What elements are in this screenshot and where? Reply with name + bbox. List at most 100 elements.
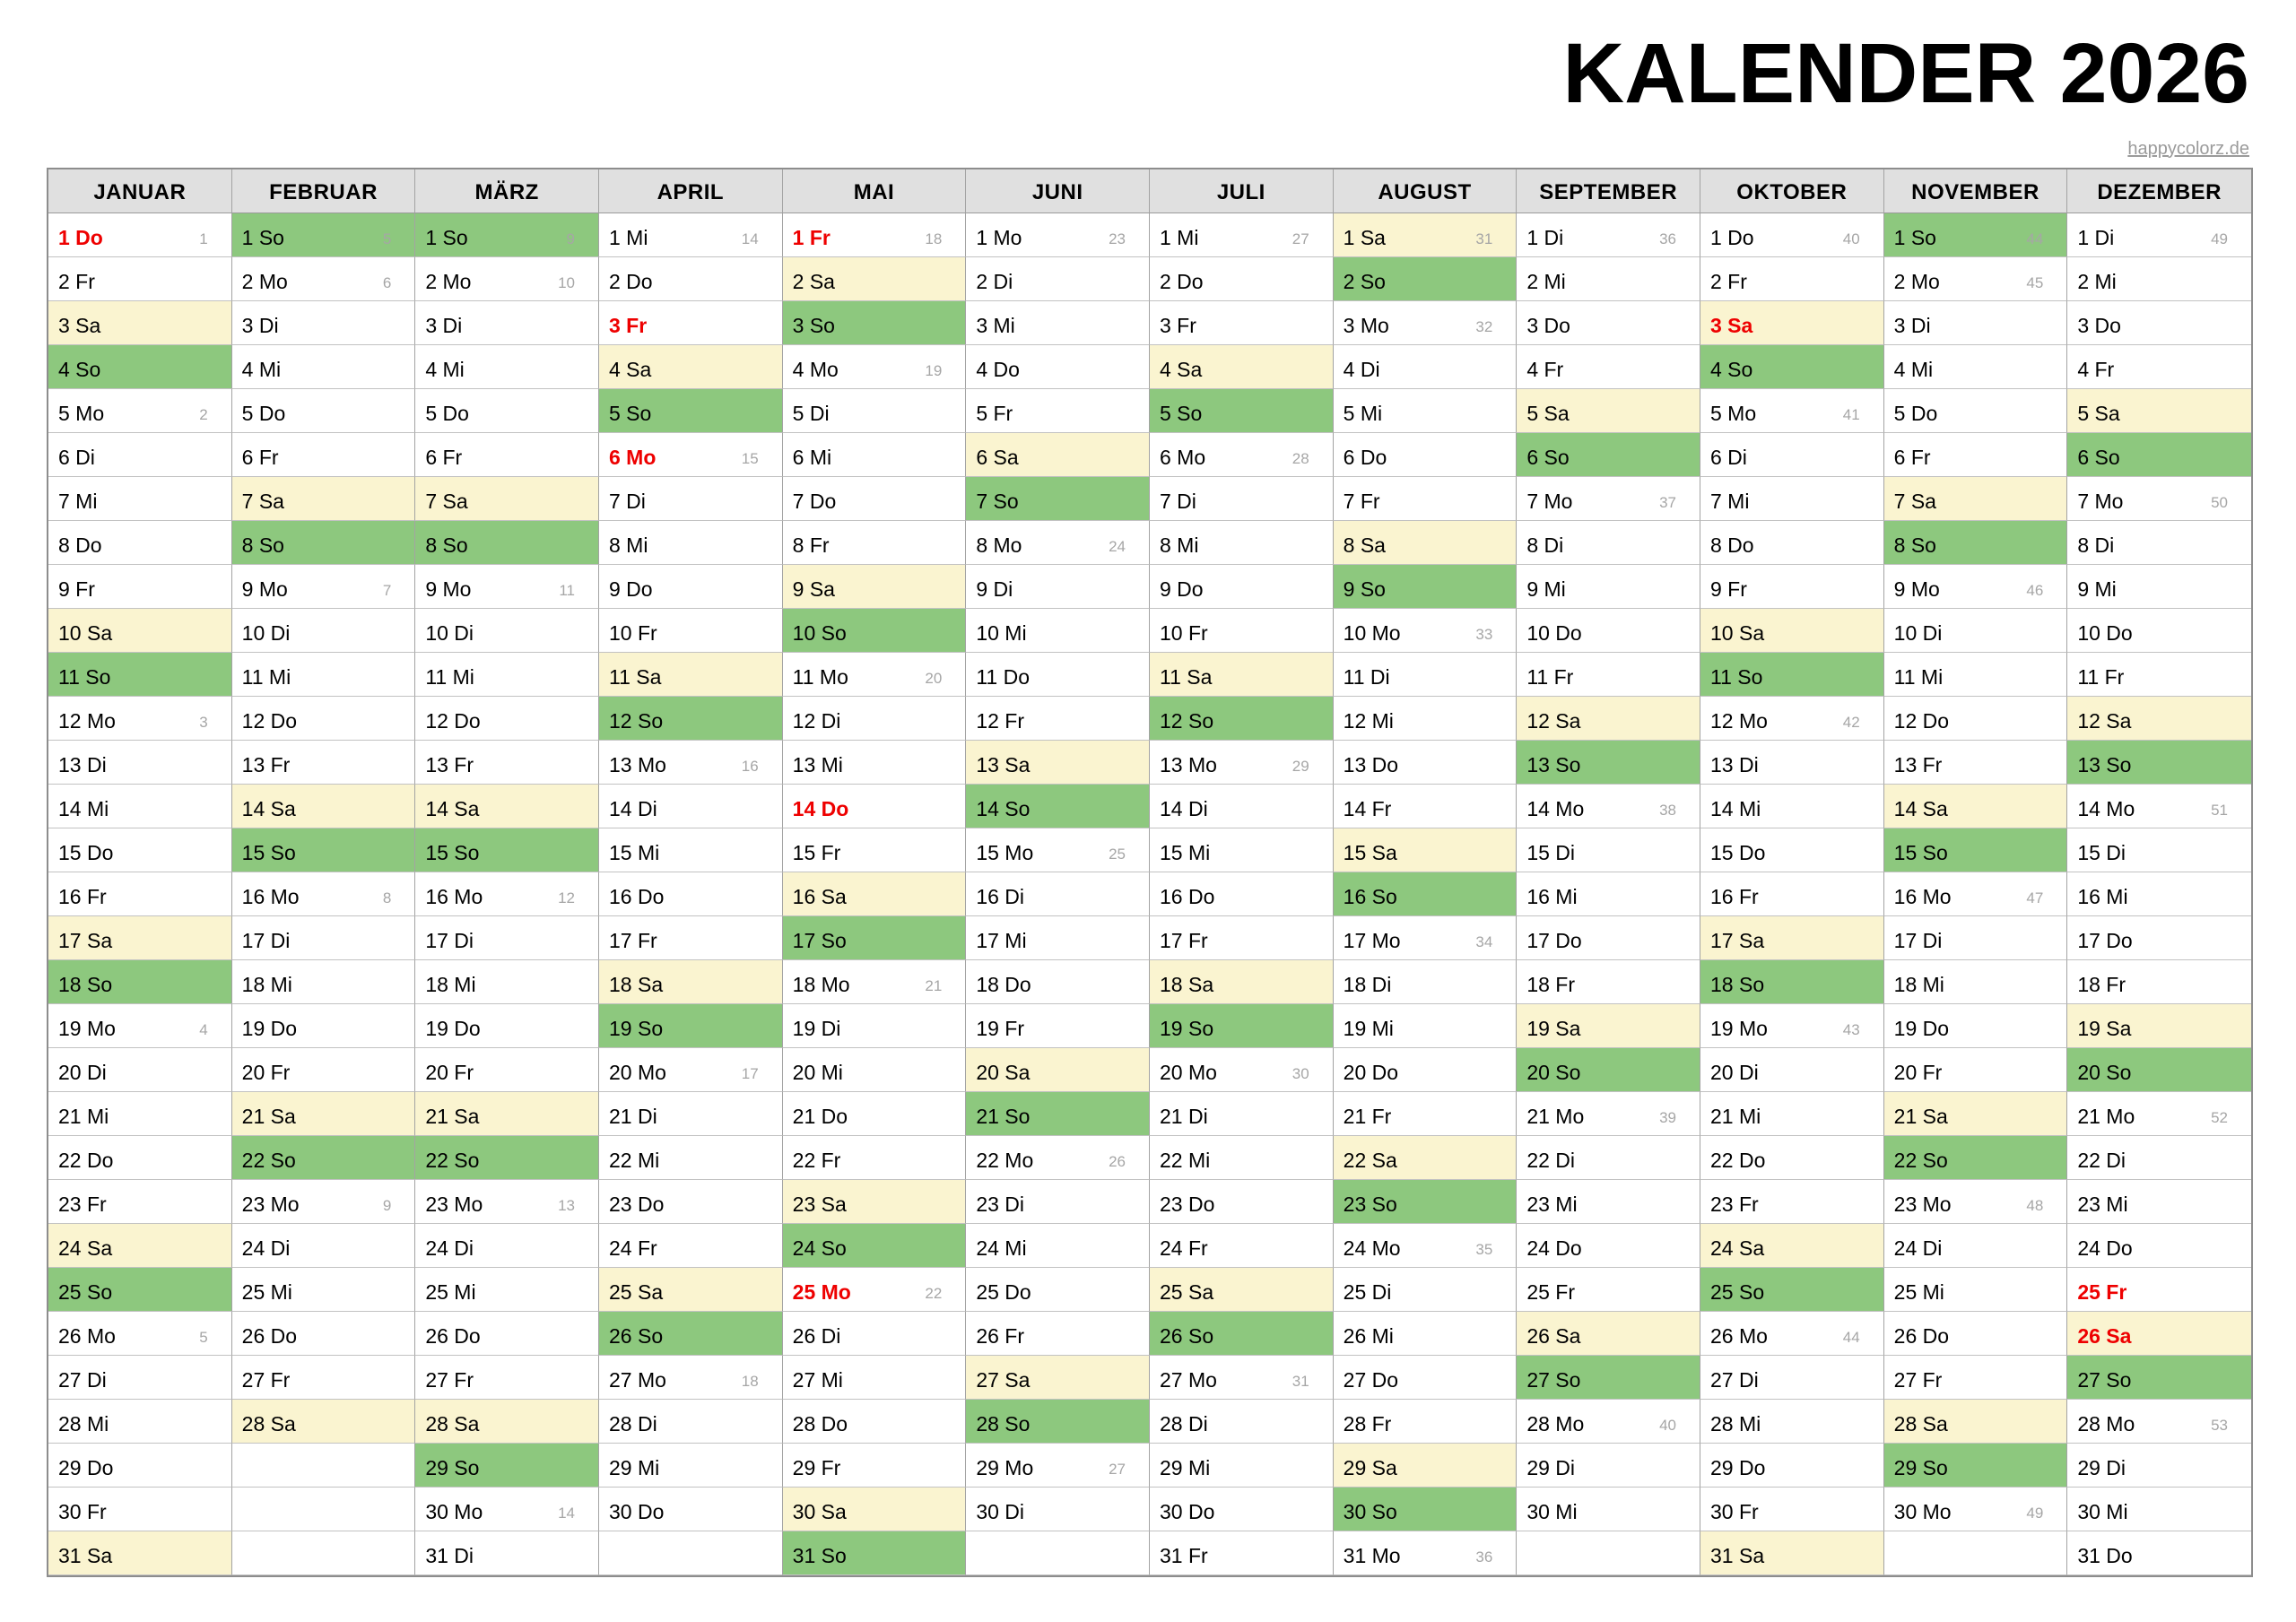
day-label: 4 Sa <box>609 358 652 381</box>
day-cell: 16 Mo 47 <box>1883 872 2068 916</box>
day-label: 31 Di <box>425 1544 474 1567</box>
day-label: 11 Fr <box>1526 665 1574 689</box>
day-label: 15 Fr <box>792 841 841 864</box>
day-cell: 31 Do <box>2067 1531 2251 1575</box>
day-label: 23 Do <box>1160 1193 1215 1216</box>
day-cell: 22 Di <box>1517 1136 1700 1180</box>
day-label: 31 Fr <box>1160 1544 1208 1567</box>
day-cell: 22 Do <box>1700 1136 1884 1180</box>
day-label: 18 So <box>1710 973 1765 996</box>
day-cell: 24 So <box>782 1224 967 1268</box>
day-cell: 11 Sa <box>1150 653 1334 697</box>
day-cell: 21 Di <box>599 1092 783 1136</box>
day-label: 3 Sa <box>58 314 101 337</box>
day-cell: 7 Mi <box>1700 477 1884 521</box>
day-cell: 7 Do <box>782 477 967 521</box>
day-label: 14 Mo <box>1526 797 1585 820</box>
day-label: 3 Di <box>241 314 279 337</box>
week-number: 36 <box>1659 230 1676 247</box>
day-label: 28 Do <box>792 1412 848 1436</box>
day-label: 6 Di <box>1710 446 1747 469</box>
day-label: 26 So <box>609 1324 664 1348</box>
day-cell: 14 Sa <box>1883 785 2068 828</box>
day-cell: 30 Mo 14 <box>415 1488 599 1531</box>
watermark-link[interactable]: happycolorz.de <box>2127 138 2249 159</box>
day-label: 22 Mo <box>976 1149 1034 1172</box>
month-header-6: JUNI <box>966 169 1150 213</box>
day-label: 27 Sa <box>976 1368 1031 1392</box>
day-label: 25 Di <box>1343 1280 1392 1304</box>
day-label: 11 Mo <box>792 665 848 689</box>
day-label: 16 Mo <box>241 885 300 908</box>
day-cell: 22 Mo 26 <box>966 1136 1150 1180</box>
day-label: 25 Fr <box>2077 1280 2127 1304</box>
day-cell: 21 Mi <box>48 1092 232 1136</box>
day-label: 3 Do <box>1526 314 1570 337</box>
day-label: 16 Fr <box>1710 885 1759 908</box>
day-label: 19 Mo <box>58 1017 116 1040</box>
day-label: 5 Fr <box>976 402 1013 425</box>
day-label: 26 Di <box>792 1324 841 1348</box>
day-label: 18 Fr <box>1526 973 1576 996</box>
day-label: 2 Mo <box>241 270 288 293</box>
day-cell: 16 So <box>1333 872 1518 916</box>
week-number: 40 <box>1842 230 1860 247</box>
day-label: 13 Do <box>1343 753 1399 776</box>
week-number: 49 <box>2026 1505 2044 1522</box>
day-cell: 12 Sa <box>2067 697 2251 741</box>
day-label: 29 Sa <box>1343 1456 1397 1479</box>
day-label: 12 Fr <box>976 709 1025 733</box>
day-label: 14 Mi <box>1710 797 1761 820</box>
day-cell: 7 Fr <box>1333 477 1518 521</box>
day-label: 8 Mi <box>609 533 648 557</box>
day-label: 10 Mo <box>1343 621 1401 645</box>
day-cell: 10 Sa <box>1700 609 1884 653</box>
week-number: 52 <box>2211 1109 2228 1126</box>
day-cell: 19 So <box>1150 1004 1334 1048</box>
day-label: 5 Do <box>1893 402 1938 425</box>
day-cell: 28 Mo 40 <box>1517 1400 1700 1444</box>
day-cell: 16 Mi <box>1517 872 1700 916</box>
day-label: 18 So <box>58 973 113 996</box>
day-cell: 16 Di <box>966 872 1150 916</box>
day-label: 14 Fr <box>1343 797 1392 820</box>
day-label: 14 Mo <box>2077 797 2135 820</box>
calendar-table: JANUAR 1 Do 1 2 Fr 3 Sa 4 So 5 Mo 2 6 Di 7 Mi 8 Do… <box>47 168 2253 1577</box>
day-label: 14 Di <box>609 797 657 820</box>
day-label: 2 So <box>1343 270 1386 293</box>
day-label: 22 Fr <box>792 1149 841 1172</box>
day-cell: 29 So <box>415 1444 599 1488</box>
day-cell: 6 Fr <box>1883 433 2068 477</box>
empty-cell <box>231 1488 416 1531</box>
day-cell: 24 Sa <box>1700 1224 1884 1268</box>
day-label: 20 Fr <box>425 1061 474 1084</box>
day-label: 29 So <box>425 1456 480 1479</box>
day-label: 28 Fr <box>1343 1412 1392 1436</box>
week-number: 19 <box>925 362 943 379</box>
day-cell: 2 Fr <box>1700 257 1884 301</box>
month-header-12: DEZEMBER <box>2067 169 2251 213</box>
day-cell: 23 Fr <box>1700 1180 1884 1224</box>
day-label: 21 Mi <box>1710 1105 1761 1128</box>
day-label: 1 So <box>1893 226 1936 249</box>
day-cell: 4 Fr <box>2067 345 2251 389</box>
week-number: 16 <box>741 758 759 775</box>
day-label: 6 Di <box>58 446 95 469</box>
day-cell: 1 Do 40 <box>1700 213 1884 257</box>
day-cell: 6 So <box>1517 433 1700 477</box>
day-cell: 2 So <box>1333 257 1518 301</box>
day-label: 29 Fr <box>792 1456 841 1479</box>
day-label: 5 So <box>1160 402 1203 425</box>
day-label: 3 Do <box>2077 314 2121 337</box>
day-cell: 20 Fr <box>415 1048 599 1092</box>
day-label: 21 Di <box>609 1105 657 1128</box>
day-cell: 16 Sa <box>782 872 967 916</box>
day-label: 22 So <box>425 1149 480 1172</box>
day-label: 24 Di <box>1893 1236 1943 1260</box>
day-cell: 28 So <box>966 1400 1150 1444</box>
week-number: 4 <box>199 1021 208 1038</box>
day-label: 9 Fr <box>1710 577 1747 601</box>
day-cell: 29 So <box>1883 1444 2068 1488</box>
day-cell: 28 Sa <box>415 1400 599 1444</box>
day-label: 2 Mi <box>1526 270 1566 293</box>
